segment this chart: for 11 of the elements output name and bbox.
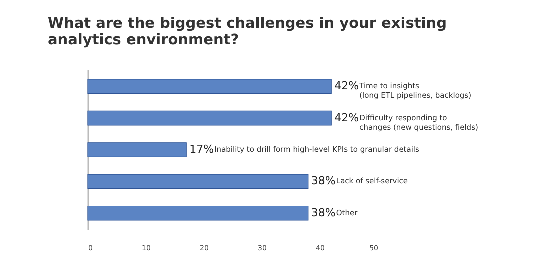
bar bbox=[88, 79, 332, 94]
chart-title: What are the biggest challenges in your existing analytics environment? bbox=[48, 16, 447, 48]
data-label: 42% bbox=[334, 80, 360, 93]
data-label: 38% bbox=[311, 174, 336, 188]
bar bbox=[88, 174, 309, 190]
bar bbox=[88, 206, 309, 221]
bar bbox=[88, 142, 187, 158]
data-label: 17% bbox=[190, 143, 214, 156]
data-label: 38% bbox=[311, 206, 336, 220]
bar bbox=[88, 110, 332, 126]
data-label: 42% bbox=[334, 111, 360, 124]
